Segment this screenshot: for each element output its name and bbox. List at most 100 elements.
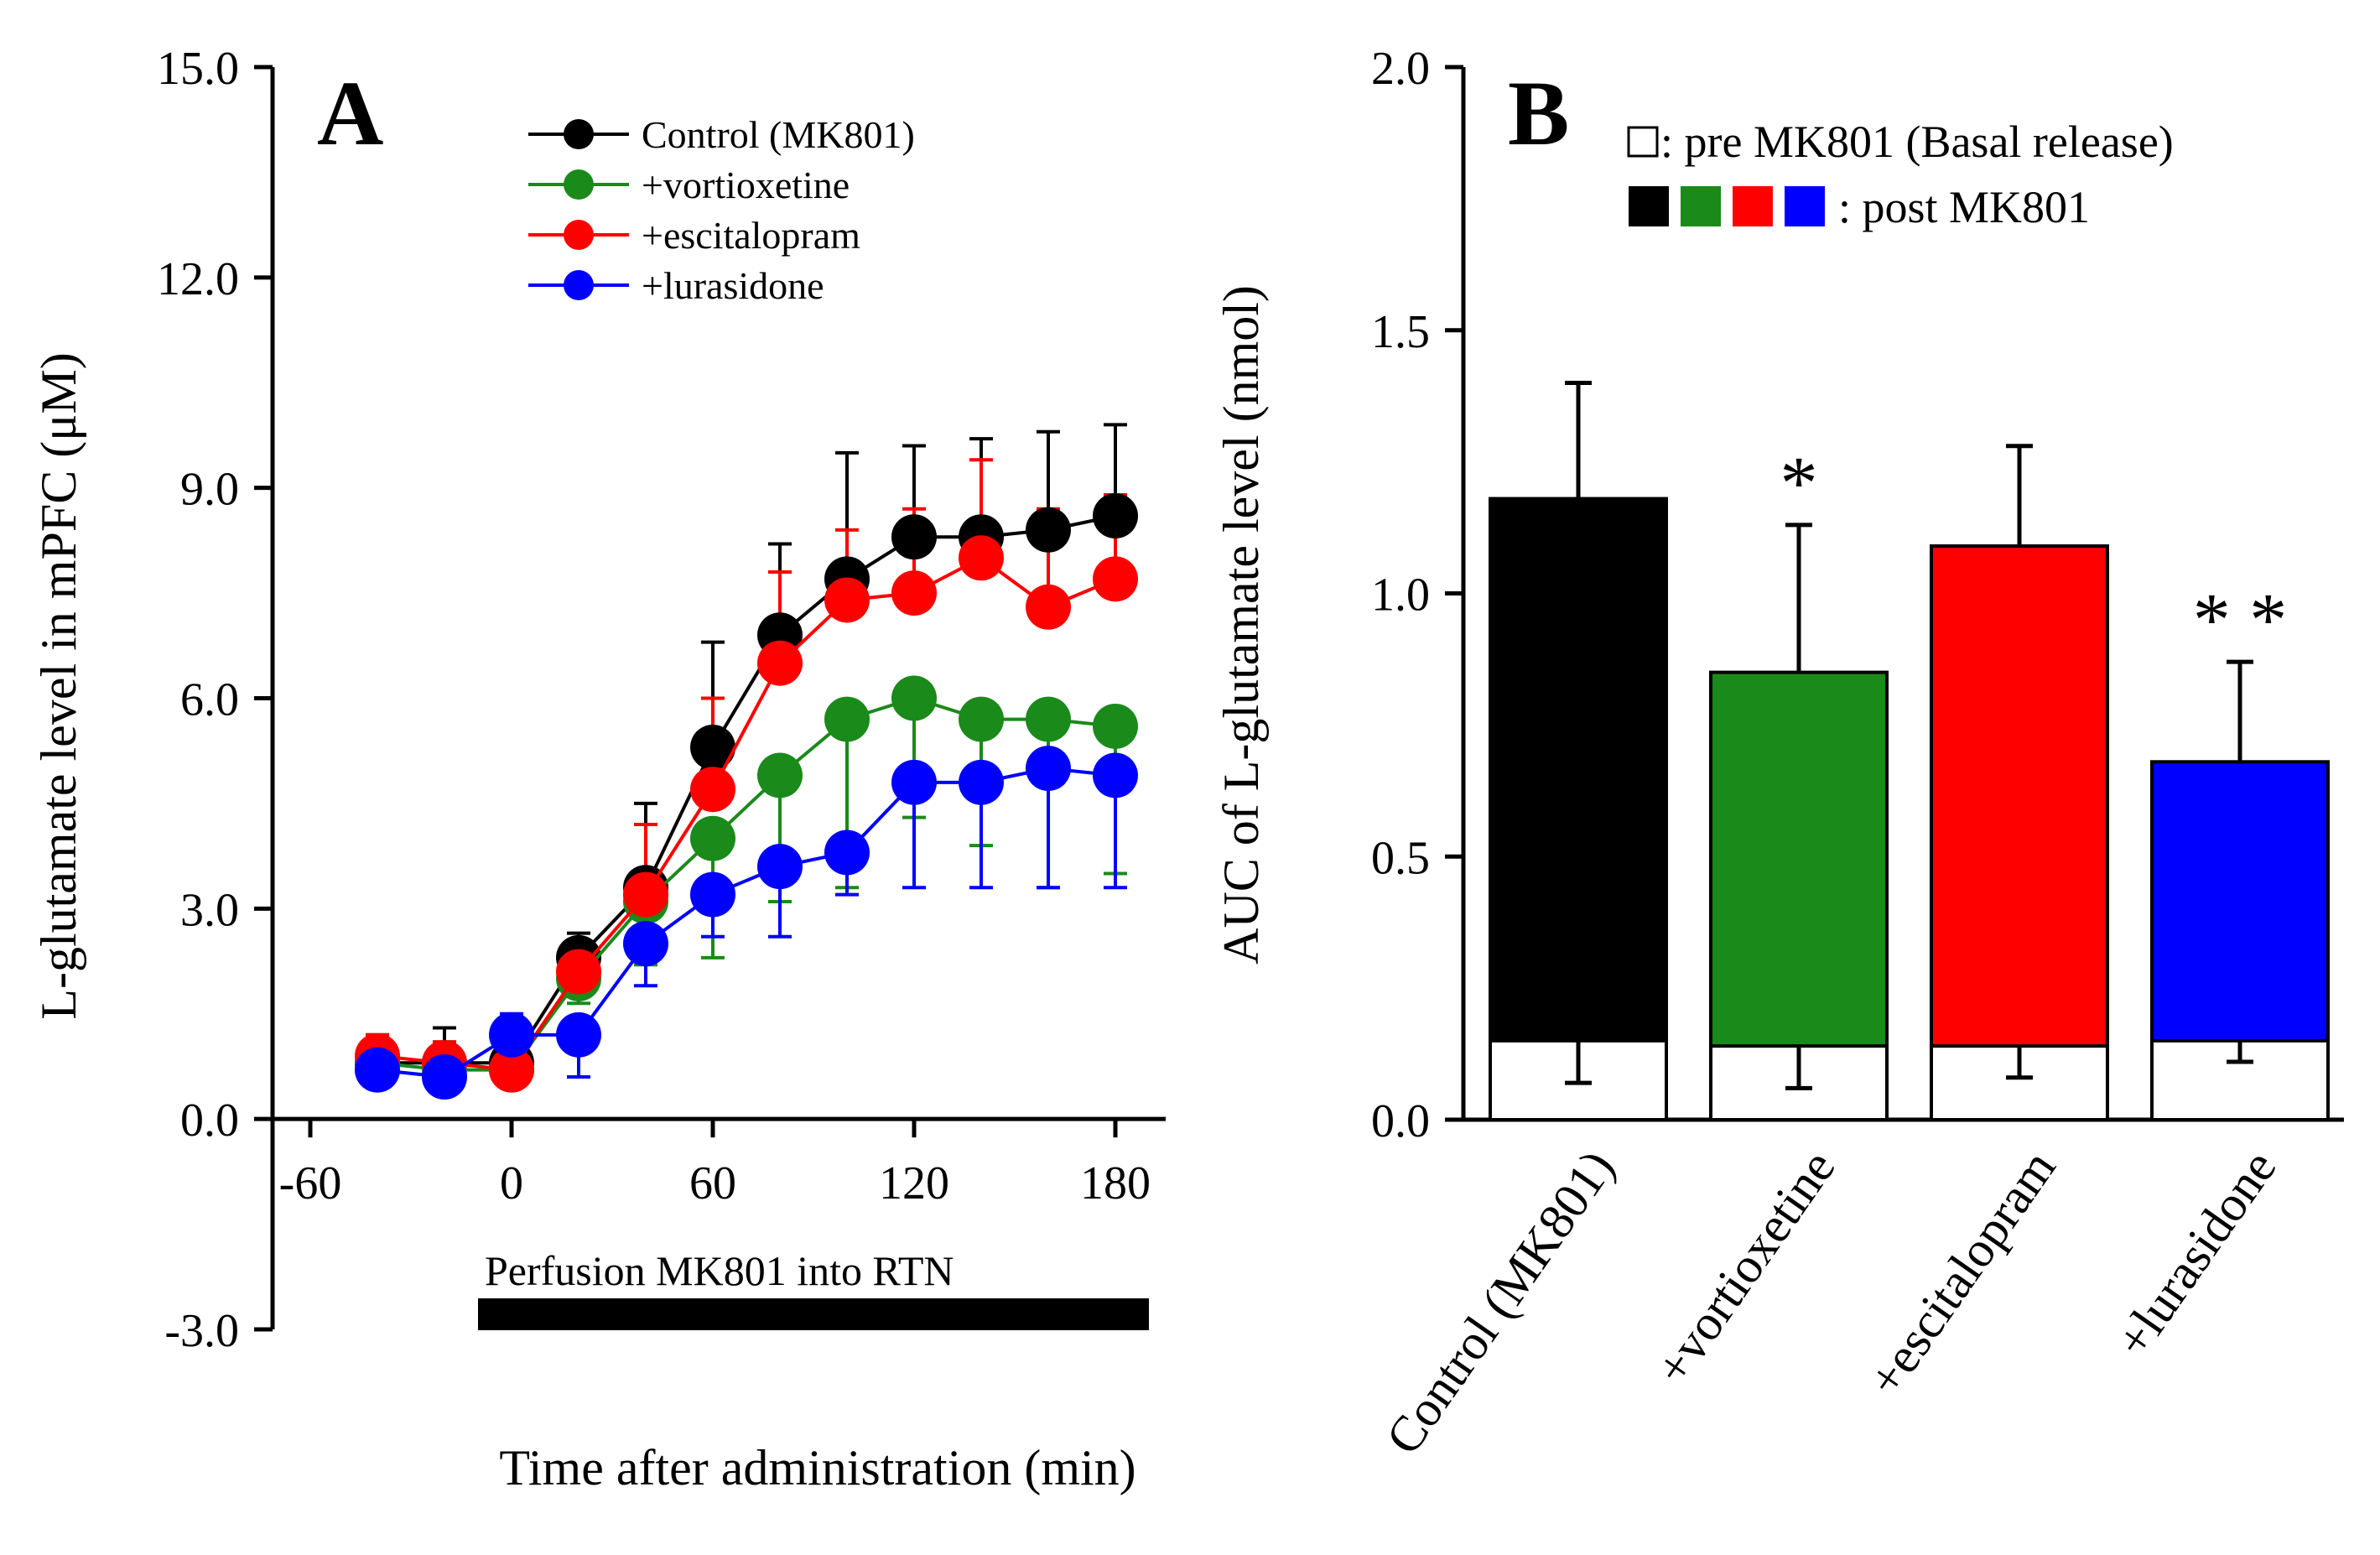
panel-a-x-tick-label: 0: [500, 1157, 523, 1209]
data-point: [959, 696, 1004, 742]
panel-a-y-ticks: -3.0 0.0 3.0 6.0 9.0 12.0 15.0: [157, 43, 273, 1357]
series-0-errorbars: [366, 423, 1127, 1064]
data-point: [489, 1047, 534, 1093]
panel-a-y-tick-label: 9.0: [180, 464, 239, 516]
data-point: [1093, 752, 1138, 798]
panel-a-series: [355, 423, 1138, 1100]
pre-bar: [1930, 1044, 2109, 1122]
panel-b-legend: : pre MK801 (Basal release) : post MK801: [1627, 117, 2174, 232]
data-point: [690, 725, 735, 771]
panel-b-y-ticks: 0.0 0.5 1.0 1.5 2.0: [1371, 43, 1463, 1147]
data-point: [959, 759, 1004, 805]
data-point: [824, 577, 870, 623]
legend-label: Control (MK801): [642, 113, 915, 156]
significance-marker: *: [1780, 442, 1818, 525]
panel-a-y-tick-label: 3.0: [180, 884, 239, 936]
data-point: [690, 815, 735, 861]
panel-b: B 0.0 0.5 1.0 1.5 2.0 AUC of L-glutamate lev…: [1213, 43, 2344, 1464]
legend-marker: [564, 270, 594, 300]
perfusion-label: Perfusion MK801 into RTN: [485, 1247, 954, 1294]
data-point: [355, 1047, 400, 1093]
data-point: [1093, 556, 1138, 602]
data-point: [1026, 584, 1071, 630]
panel-b-letter: B: [1508, 62, 1569, 164]
series-line: [377, 767, 1116, 1079]
data-point: [891, 759, 937, 805]
series-3-errorbars: [366, 768, 1127, 1079]
series-0: [355, 493, 1138, 1086]
data-point: [891, 675, 937, 721]
bar-group-2: [1930, 444, 2109, 1122]
panel-b-y-tick-label: 0.5: [1371, 832, 1430, 884]
panel-a-letter: A: [317, 62, 383, 164]
panel-a-x-tick-label: -60: [279, 1157, 342, 1209]
panel-a-y-tick-label: 0.0: [180, 1095, 239, 1147]
bar-group-1: *: [1709, 442, 1889, 1122]
series-1-errorbars: [366, 698, 1127, 1070]
data-point: [959, 535, 1004, 581]
panel-a-x-tick-label: 60: [689, 1157, 736, 1209]
data-point: [757, 640, 803, 686]
data-point: [623, 921, 668, 967]
category-label: +escitalopram: [1857, 1141, 2066, 1407]
legend-post-swatch: [1629, 186, 1669, 226]
data-point: [556, 1012, 601, 1058]
legend-label: +escitalopram: [642, 214, 860, 257]
bar-group-3: * *: [2150, 579, 2330, 1121]
panel-a-x-axis-title: Time after administration (min): [499, 1440, 1135, 1495]
category-label: +vortioxetine: [1645, 1141, 1846, 1395]
data-point: [824, 696, 870, 742]
panel-b-bars: * * *: [1489, 381, 2330, 1122]
category-label: +lurasidone: [2105, 1141, 2287, 1367]
category-label: Control (MK801): [1375, 1141, 1625, 1464]
series-3: [355, 746, 1138, 1100]
panel-a-y-tick-label: 15.0: [157, 43, 239, 95]
bar-group-0: [1489, 381, 1668, 1121]
panel-b-y-tick-label: 2.0: [1371, 43, 1430, 95]
panel-a-x-ticks: -60 0 60 120 180: [279, 1119, 1151, 1209]
legend-post-swatch: [1785, 186, 1825, 226]
data-point: [891, 514, 937, 560]
post-bar: [1489, 497, 1668, 1121]
series-2: [355, 535, 1138, 1093]
data-point: [422, 1054, 467, 1100]
data-point: [690, 871, 735, 918]
data-point: [1026, 696, 1071, 742]
legend-marker: [564, 119, 594, 149]
panel-b-y-tick-label: 0.0: [1371, 1095, 1430, 1147]
legend-pre-swatch: [1627, 126, 1659, 158]
legend-post-swatch: [1733, 186, 1773, 226]
panel-a-x-tick-label: 120: [879, 1157, 949, 1209]
data-point: [1093, 703, 1138, 749]
legend-post-swatch: [1681, 186, 1721, 226]
legend-marker: [564, 169, 594, 200]
panel-a-legend: Control (MK801) +vortioxetine +escitalopra…: [528, 113, 915, 307]
legend-label: +vortioxetine: [642, 164, 850, 206]
series-2-errorbars: [366, 458, 1127, 1070]
series-line: [377, 696, 1116, 1072]
legend-post-label: : post MK801: [1838, 182, 2090, 232]
series-line: [377, 514, 1116, 1065]
post-bar: [1930, 544, 2109, 1121]
series-1: [355, 675, 1138, 1093]
panel-a: A -3.00.03.06.09.012.015.0 -60 0 60 120 180 …: [31, 43, 1166, 1495]
data-point: [489, 1012, 534, 1058]
legend-pre-label: : pre MK801 (Basal release): [1660, 117, 2174, 167]
data-point: [757, 752, 803, 798]
data-point: [1026, 746, 1071, 792]
data-point: [690, 767, 735, 813]
significance-marker: * *: [2193, 579, 2288, 662]
panel-b-category-labels: Control (MK801) +vortioxetine +escitalopra…: [1375, 1141, 2287, 1464]
legend-post-swatches: [1629, 186, 1825, 226]
series-line: [377, 555, 1116, 1072]
legend-label: +lurasidone: [642, 264, 824, 307]
data-point: [824, 830, 870, 876]
data-point: [623, 871, 668, 918]
data-point: [757, 844, 803, 890]
panel-b-y-tick-label: 1.5: [1371, 306, 1430, 358]
legend-marker: [564, 220, 594, 250]
panel-a-y-axis-title: L-glutamate level in mPFC (μM): [31, 352, 86, 1019]
panel-b-y-axis-title: AUC of L-glutamate level (nmol): [1213, 285, 1269, 965]
data-point: [1093, 493, 1138, 539]
